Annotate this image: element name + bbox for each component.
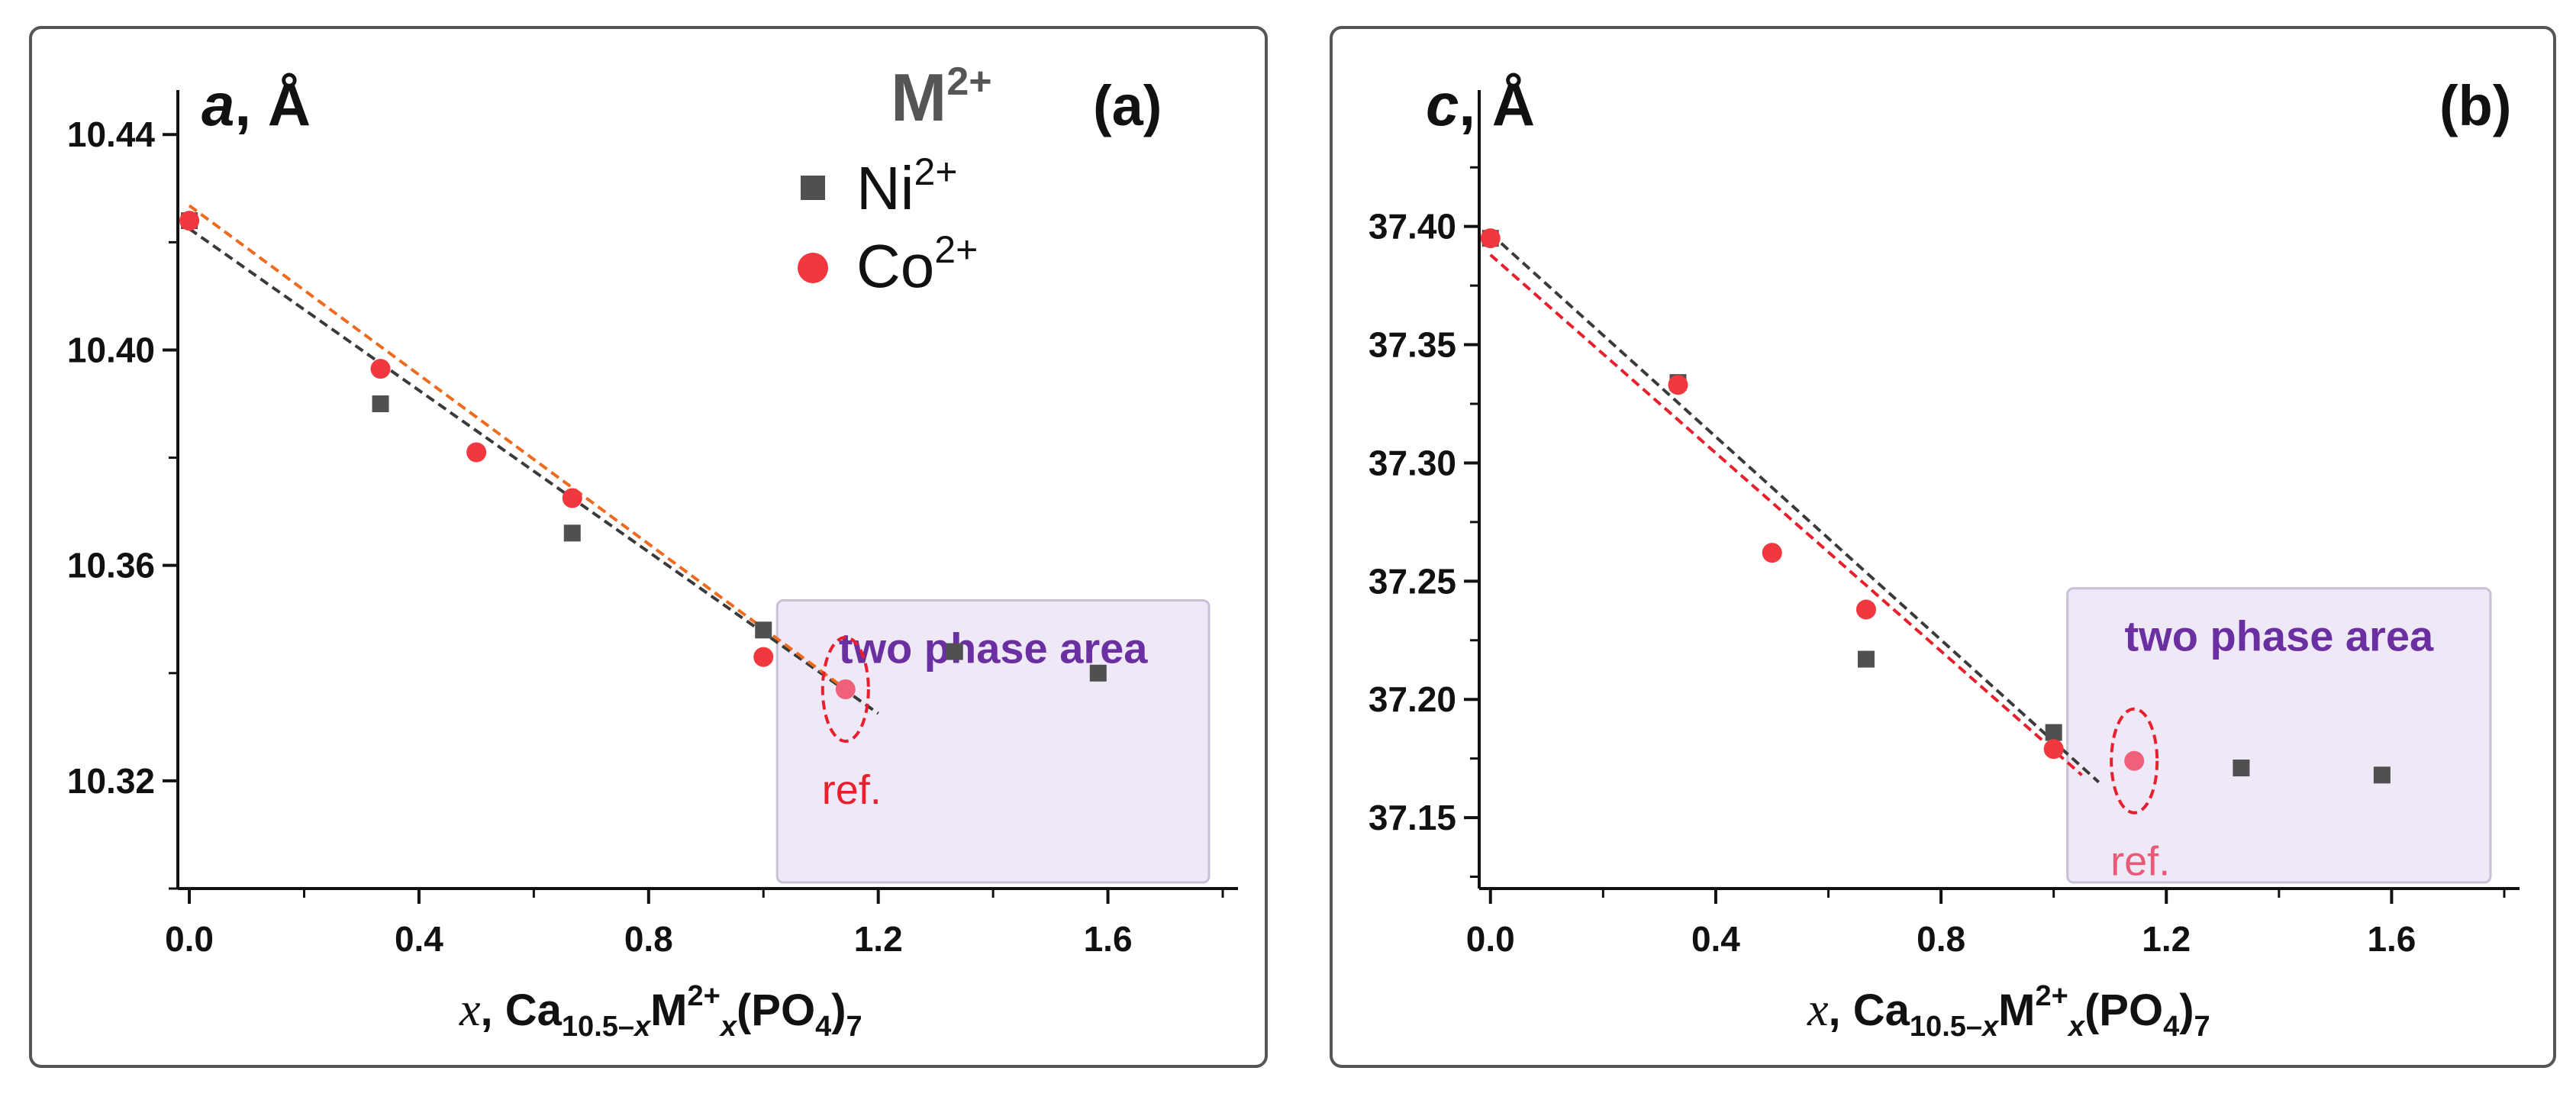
- y-axis-label: a, Å: [202, 71, 311, 138]
- data-point-co: [562, 488, 582, 508]
- data-point-ni: [2373, 766, 2391, 784]
- legend: M2+ Ni2+ Co2+: [798, 60, 992, 300]
- two-phase-region-label: two phase area: [2125, 612, 2434, 660]
- x-tick-label: 1.6: [1084, 919, 1133, 959]
- legend-title: M2+: [891, 60, 992, 135]
- ref-label: ref.: [2110, 839, 2170, 885]
- x-tick-label: 0.8: [1917, 919, 1965, 959]
- data-point-co: [1762, 543, 1782, 563]
- data-point-ni: [372, 395, 389, 412]
- y-tick-label: 37.35: [1369, 325, 1456, 365]
- data-point-co: [1480, 228, 1501, 249]
- data-point-ni: [1857, 650, 1875, 668]
- fit-line-co: [1489, 253, 2083, 776]
- x-tick-label: 0.4: [1691, 919, 1740, 959]
- x-tick-label: 0.0: [1466, 919, 1515, 959]
- x-tick-label: 0.4: [395, 919, 443, 959]
- fit-line-ni: [188, 227, 879, 715]
- ref-ellipse: [2110, 707, 2159, 815]
- lattice-parameter-a-chart: two phase area 0.0 0.4 0.8 1.2 1.6 10.32 10.36…: [67, 60, 1238, 1043]
- y-tick-label: 37.20: [1369, 679, 1456, 719]
- data-point-ni: [1089, 664, 1107, 682]
- lattice-parameter-c-chart: two phase area 0.0 0.4 0.8 1.2 1.6 37.15 37.20…: [1369, 71, 2520, 1043]
- y-tick-label: 10.32: [67, 761, 155, 801]
- data-point-ref: [2124, 750, 2145, 771]
- chart-panel-a: two phase area 0.0 0.4 0.8 1.2 1.6 10.32 10.36…: [29, 26, 1268, 1068]
- data-point-ni: [563, 524, 581, 542]
- data-point-co: [753, 647, 774, 667]
- y-tick-label: 37.30: [1369, 443, 1456, 482]
- y-tick-label: 37.15: [1369, 798, 1456, 837]
- fit-line-ni: [1489, 232, 2100, 784]
- x-axis-label: x, Ca10.5–xM2+x(PO4)7: [459, 980, 862, 1043]
- x-tick-label: 1.2: [2142, 919, 2191, 959]
- data-point-ni: [946, 643, 963, 660]
- data-point-ni: [2045, 724, 2062, 741]
- legend-co-label: Co2+: [856, 228, 978, 300]
- y-tick-label: 10.40: [67, 330, 155, 369]
- x-tick-label: 1.2: [854, 919, 903, 959]
- legend-ni-marker: [801, 176, 825, 200]
- two-phase-region-label: two phase area: [839, 624, 1148, 673]
- legend-co-marker: [798, 253, 828, 283]
- data-point-co: [466, 442, 487, 463]
- legend-ni-label: Ni2+: [856, 150, 958, 222]
- y-tick-label: 10.36: [67, 546, 155, 585]
- data-point-co: [370, 359, 391, 379]
- data-point-co: [179, 211, 200, 231]
- x-tick-label: 0.0: [165, 919, 214, 959]
- data-point-co: [1855, 599, 1876, 620]
- y-axis-label: c, Å: [1426, 71, 1535, 138]
- data-point-ni: [2233, 760, 2250, 777]
- panel-tag: (b): [2439, 74, 2512, 137]
- data-point-co: [1668, 375, 1688, 395]
- two-phase-region: [2066, 587, 2492, 884]
- fit-line-co: [188, 204, 851, 694]
- panel-tag: (a): [1093, 74, 1162, 137]
- data-point-ref: [835, 679, 856, 699]
- ref-ellipse: [821, 635, 870, 743]
- data-point-co: [2043, 739, 2064, 760]
- x-axis-label: x, Ca10.5–xM2+x(PO4)7: [1807, 980, 2210, 1043]
- y-tick-label: 37.40: [1369, 207, 1456, 247]
- chart-panel-b: two phase area 0.0 0.4 0.8 1.2 1.6 37.15 37.20…: [1330, 26, 2556, 1068]
- y-tick-label: 10.44: [67, 115, 156, 154]
- x-tick-label: 1.6: [2367, 919, 2416, 959]
- x-tick-label: 0.8: [624, 919, 673, 959]
- data-point-ni: [755, 621, 772, 639]
- y-tick-label: 37.25: [1369, 561, 1456, 601]
- ref-label: ref.: [822, 767, 882, 813]
